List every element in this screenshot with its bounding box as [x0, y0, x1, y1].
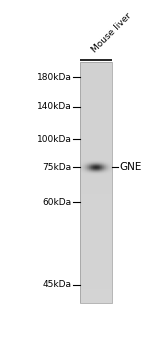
Text: 45kDa: 45kDa [42, 280, 71, 289]
Text: 100kDa: 100kDa [36, 134, 71, 144]
Text: 180kDa: 180kDa [36, 72, 71, 82]
Text: 75kDa: 75kDa [42, 163, 71, 172]
Text: 60kDa: 60kDa [42, 198, 71, 207]
Text: Mouse liver: Mouse liver [90, 11, 134, 54]
Bar [80, 62, 112, 303]
Text: GNE: GNE [120, 162, 142, 172]
Text: 140kDa: 140kDa [37, 102, 71, 111]
